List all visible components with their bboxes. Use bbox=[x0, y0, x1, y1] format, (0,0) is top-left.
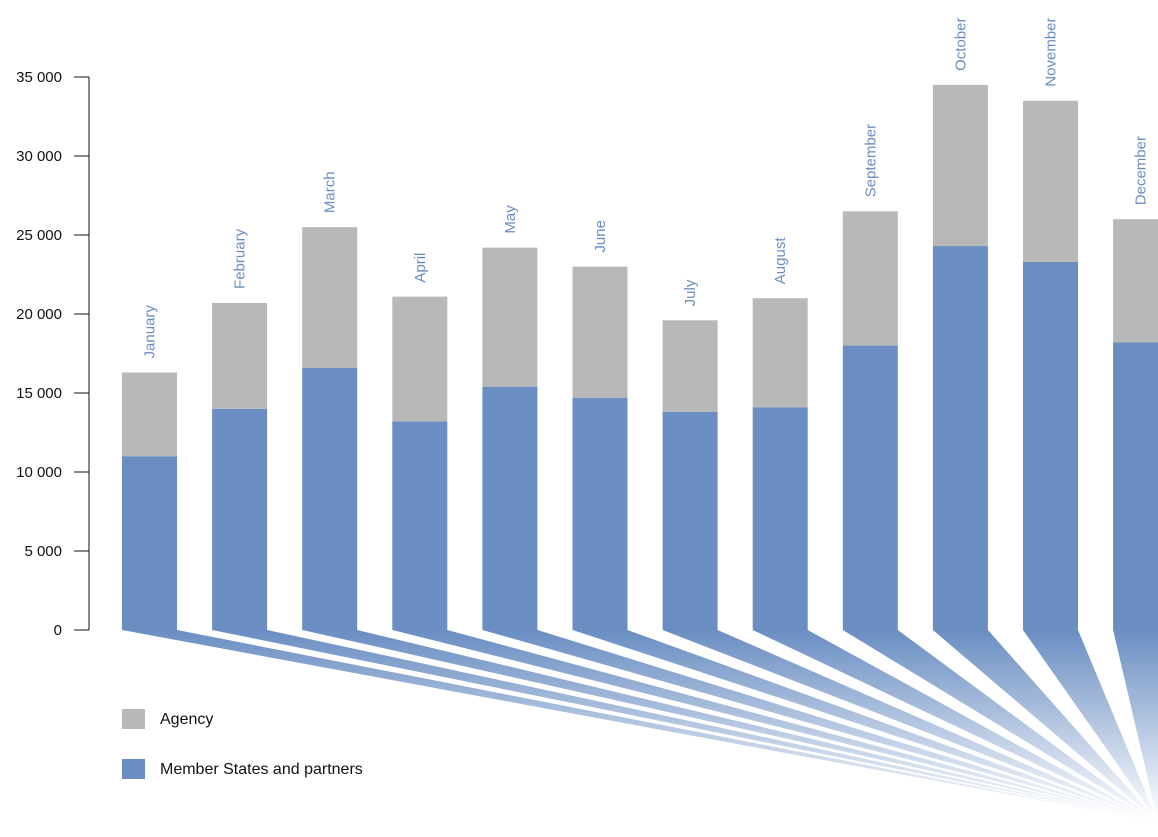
fan-ray bbox=[752, 630, 1158, 822]
bar-agency bbox=[1113, 219, 1158, 343]
fan-ray bbox=[572, 630, 1158, 822]
category-label: May bbox=[502, 205, 519, 234]
legend: Agency Member States and partners bbox=[122, 709, 363, 779]
y-tick-label: 20 000 bbox=[16, 306, 62, 323]
category-label: December bbox=[1133, 136, 1150, 205]
bars bbox=[122, 84, 1158, 630]
fan-ray bbox=[1023, 630, 1158, 822]
fan-ray bbox=[122, 630, 1158, 822]
bar-agency bbox=[842, 211, 898, 346]
fan-ray bbox=[302, 630, 1158, 822]
fan-ray bbox=[1113, 630, 1158, 822]
bar-member-states bbox=[752, 407, 808, 630]
bar-agency bbox=[392, 296, 448, 422]
category-label: July bbox=[682, 279, 699, 306]
category-label: November bbox=[1043, 17, 1060, 86]
y-tick-label: 5 000 bbox=[24, 543, 62, 560]
fan-ray bbox=[932, 630, 1158, 822]
bar-agency bbox=[932, 84, 988, 247]
y-tick-label: 0 bbox=[54, 622, 62, 639]
bar-member-states bbox=[932, 246, 988, 630]
legend-swatch bbox=[122, 759, 145, 779]
category-label: October bbox=[952, 18, 969, 71]
bar-agency bbox=[662, 320, 718, 412]
y-tick-label: 15 000 bbox=[16, 385, 62, 402]
y-tick-label: 30 000 bbox=[16, 148, 62, 165]
bar-agency bbox=[752, 298, 808, 408]
category-label: April bbox=[412, 253, 429, 283]
fan-ray bbox=[212, 630, 1158, 822]
bar-agency bbox=[212, 302, 268, 409]
category-labels: January February March April May June July Augu… bbox=[142, 17, 1150, 358]
category-label: January bbox=[142, 305, 159, 359]
legend-label: Agency bbox=[160, 711, 213, 728]
fan-decoration bbox=[122, 630, 1158, 822]
bar-member-states bbox=[302, 367, 358, 630]
y-tick-label: 35 000 bbox=[16, 69, 62, 86]
fan-ray bbox=[392, 630, 1158, 822]
bar-agency bbox=[1023, 100, 1078, 262]
bar-member-states bbox=[212, 408, 268, 630]
bar-member-states bbox=[572, 397, 628, 630]
legend-swatch bbox=[122, 709, 145, 729]
category-label: February bbox=[232, 228, 249, 289]
legend-label: Member States and partners bbox=[160, 761, 363, 778]
bar-member-states bbox=[482, 386, 538, 630]
bar-agency bbox=[482, 247, 538, 387]
bar-agency bbox=[302, 227, 358, 368]
fan-ray bbox=[842, 630, 1158, 822]
bar-member-states bbox=[662, 411, 718, 630]
category-label: August bbox=[772, 237, 789, 285]
category-label: March bbox=[322, 171, 339, 213]
y-tick-label: 25 000 bbox=[16, 227, 62, 244]
category-label: June bbox=[592, 220, 609, 253]
category-label: September bbox=[862, 124, 879, 197]
bar-agency bbox=[122, 372, 177, 457]
bar-member-states bbox=[1023, 261, 1078, 630]
bar-member-states bbox=[842, 345, 898, 630]
bar-member-states bbox=[122, 456, 177, 630]
y-tick-label: 10 000 bbox=[16, 464, 62, 481]
y-axis: 0 5 000 10 000 15 000 20 000 25 000 30 000 35 0… bbox=[16, 69, 90, 639]
bar-agency bbox=[572, 266, 628, 398]
bar-member-states bbox=[1113, 342, 1158, 630]
fan-ray bbox=[662, 630, 1158, 822]
bar-member-states bbox=[392, 421, 448, 630]
